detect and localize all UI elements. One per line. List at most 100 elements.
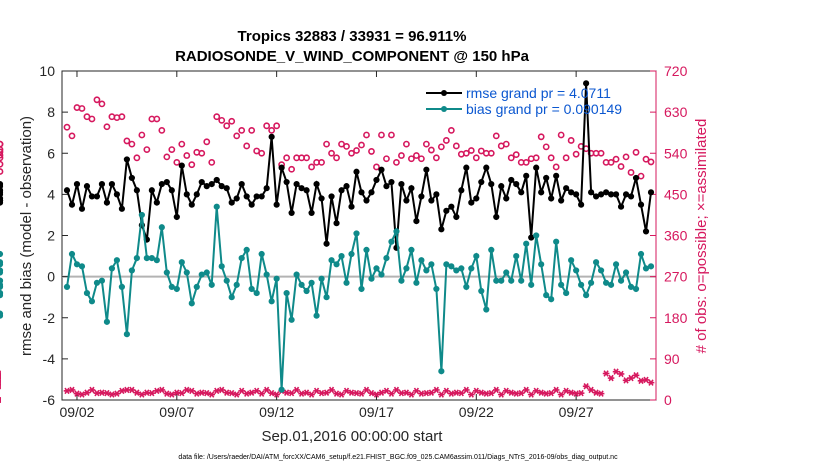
rmse-point: [468, 199, 475, 206]
rmse-point: [108, 180, 116, 188]
bias-point: [388, 238, 395, 245]
obs-possible-point: [492, 132, 500, 140]
rmse-point: [597, 191, 605, 198]
bias-point: [0, 250, 4, 258]
bias-point: [318, 275, 325, 282]
bias-point: [73, 261, 81, 268]
obs-possible-point: [432, 154, 440, 162]
bias-point: [568, 257, 575, 264]
obs-assimilated-point: [537, 389, 545, 396]
rmse-point: [513, 180, 520, 188]
rmse-point: [413, 218, 420, 225]
bias-point: [168, 283, 175, 291]
bias-point: [133, 255, 140, 262]
rmse-point: [263, 185, 270, 192]
obs-assimilated-point: [433, 386, 440, 394]
bias-point: [268, 298, 275, 305]
bias-point: [143, 255, 150, 262]
bias-point: [123, 331, 130, 338]
obs-assimilated-point: [63, 387, 71, 395]
bias-point: [0, 283, 4, 291]
obs-assimilated-point: [552, 386, 560, 394]
rmse-point: [647, 189, 655, 196]
obs-possible-point: [78, 105, 86, 112]
obs-possible-point: [378, 131, 385, 139]
obs-possible-point: [627, 169, 635, 176]
obs-assimilated-point: [78, 391, 86, 398]
rmse-point: [173, 213, 180, 221]
bias-point: [218, 263, 225, 270]
obs-possible-point: [263, 122, 271, 130]
obs-possible-point: [472, 154, 480, 162]
obs-possible-point: [93, 96, 101, 104]
obs-assimilated-point: [83, 389, 91, 396]
bias-point: [63, 283, 71, 291]
data-file-footnote: data file: /Users/raeder/DAI/ATM_forcXX/…: [178, 454, 618, 461]
bias-point: [468, 265, 475, 272]
bias-point: [203, 269, 210, 276]
bias-point: [448, 263, 455, 270]
rmse-point: [403, 197, 410, 204]
bias-point: [153, 257, 160, 264]
obs-assimilated-point: [617, 370, 625, 378]
obs-possible-point: [617, 163, 625, 170]
rmse-point: [632, 174, 640, 182]
rmse-point: [383, 183, 390, 190]
rmse-point: [123, 156, 130, 163]
obs-assimilated-point: [463, 386, 470, 394]
plot-area: -6 -4 -2 0 2 4 6 8 10 0 90 180 270 360 450 540 630 720 09/…: [0, 63, 688, 420]
obs-possible-point: [133, 154, 141, 162]
obs-possible-point: [467, 147, 475, 154]
obs-possible-point: [288, 165, 296, 173]
rmse-point: [617, 203, 625, 210]
rmse-point: [253, 193, 260, 200]
bias-point: [248, 285, 255, 293]
obs-possible-point: [273, 122, 281, 130]
obs-possible-point: [413, 152, 420, 159]
bias-point: [193, 283, 200, 291]
bias-point: [627, 283, 635, 291]
bias-series-line: [66, 206, 652, 390]
obs-possible-point: [248, 127, 256, 134]
obs-possible-point: [487, 149, 495, 157]
obs-possible-point: [393, 158, 400, 166]
rmse-point: [178, 162, 185, 169]
bias-point: [368, 275, 375, 282]
bias-point: [642, 265, 650, 272]
obs-assimilated-point: [607, 374, 615, 382]
bias-point: [93, 279, 101, 286]
rmse-point: [268, 133, 275, 140]
obs-assimilated-point: [497, 391, 505, 398]
obs-possible-point: [547, 154, 555, 162]
bias-point: [233, 281, 240, 288]
obs-assimilated-point: [73, 390, 81, 397]
obs-possible-point: [632, 148, 640, 156]
rmse-point: [303, 187, 310, 194]
rmse-point: [612, 191, 620, 198]
obs-assimilated-point: [88, 386, 96, 394]
y-right-tick-label: 540: [664, 145, 688, 161]
bias-point: [328, 257, 335, 264]
obs-assimilated-point: [582, 383, 590, 390]
bias-point: [463, 283, 470, 291]
plot-frame: [61, 70, 657, 401]
rmse-point: [213, 176, 220, 184]
obs-assimilated-point: [428, 389, 435, 396]
rmse-point: [642, 228, 650, 235]
rmse-point: [568, 189, 575, 196]
obs-possible-point: [68, 132, 76, 140]
obs-assimilated-point: [118, 387, 126, 395]
rmse-point: [83, 183, 91, 190]
rmse-point: [637, 201, 645, 208]
rmse-point: [378, 166, 385, 173]
obs-possible-point: [512, 151, 520, 159]
obs-assimilated-point: [333, 390, 340, 397]
obs-possible-point: [422, 140, 430, 148]
rmse-point: [333, 220, 340, 227]
y-left-tick-label: 6: [47, 145, 55, 161]
bias-point: [298, 281, 305, 288]
obs-assimilated-point: [487, 389, 495, 397]
bias-point: [573, 267, 580, 274]
